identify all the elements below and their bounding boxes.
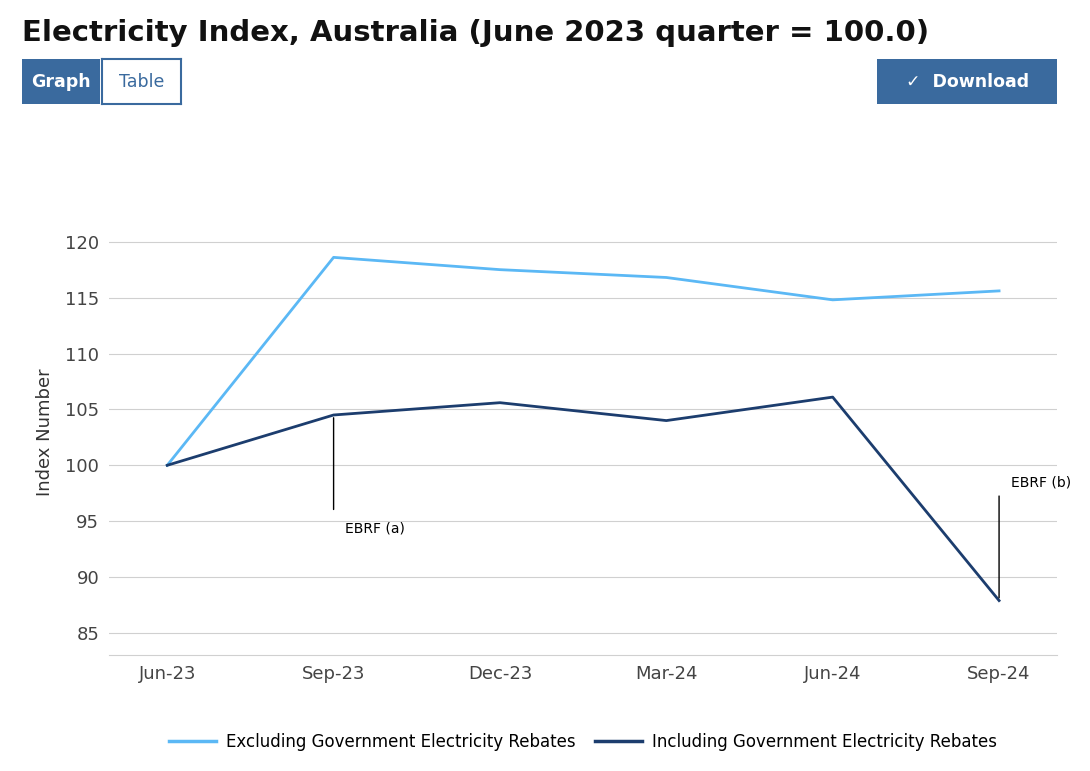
- Legend: Excluding Government Electricity Rebates, Including Government Electricity Rebat: Excluding Government Electricity Rebates…: [162, 726, 1004, 758]
- Text: Table: Table: [119, 72, 165, 91]
- Text: EBRF (b): EBRF (b): [1010, 476, 1070, 490]
- Text: ✓  Download: ✓ Download: [906, 72, 1029, 91]
- Y-axis label: Index Number: Index Number: [36, 368, 53, 496]
- Text: Graph: Graph: [32, 72, 90, 91]
- Text: Electricity Index, Australia (June 2023 quarter = 100.0): Electricity Index, Australia (June 2023 …: [22, 19, 929, 47]
- Text: EBRF (a): EBRF (a): [346, 521, 405, 535]
